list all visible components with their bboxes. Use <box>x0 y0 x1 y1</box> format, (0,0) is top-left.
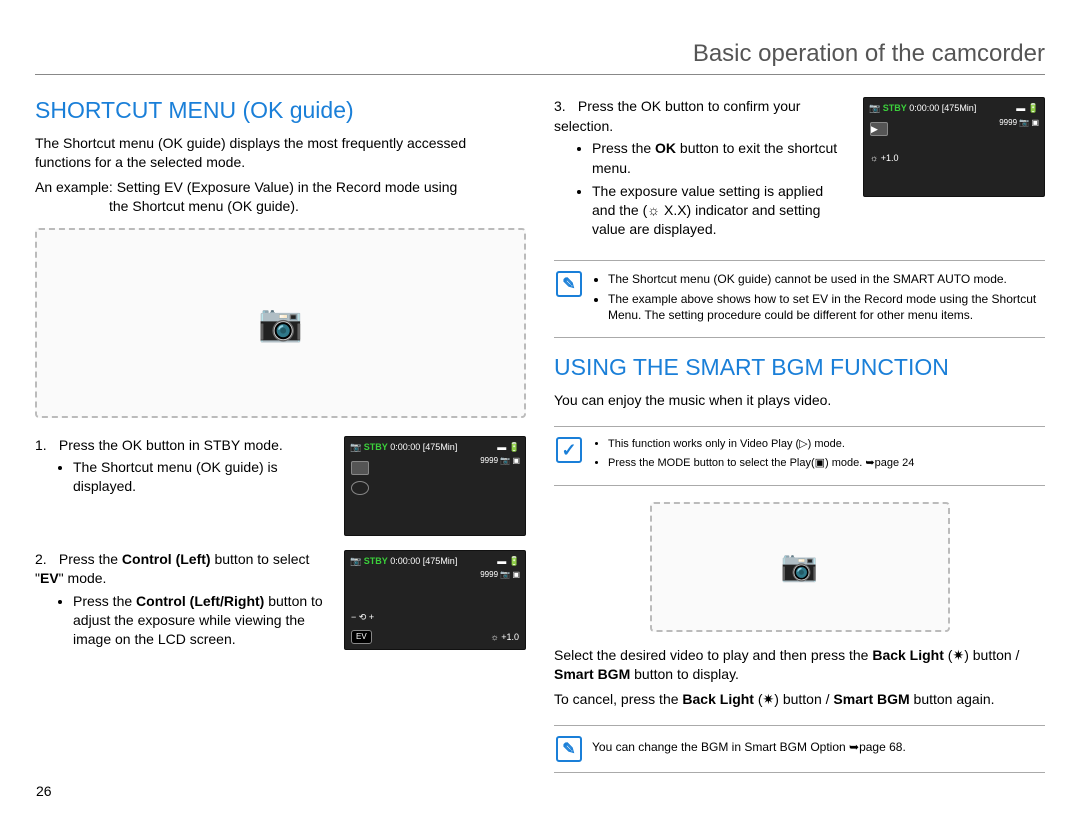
steps-list: 1. Press the OK button in STBY mode. The… <box>35 436 526 654</box>
steps-list-right: 3. Press the OK button to confirm your s… <box>554 97 1045 244</box>
note-pencil-icon <box>556 271 582 297</box>
step-1-num: 1. <box>35 436 55 456</box>
bgm-p1-pre: Select the desired video to play and the… <box>554 647 872 663</box>
lcd-icon-panel <box>351 461 369 475</box>
lcd-screen-2: 📷 STBY 0:00:00 [475Min] ▬ 🔋 9999 📷 ▣ − ⟲… <box>344 550 526 650</box>
right-column: 3. Press the OK button to confirm your s… <box>554 97 1045 789</box>
step-2-post2: " mode. <box>59 570 107 586</box>
lcd3-count: 9999 <box>999 118 1017 127</box>
note-1-list: The Shortcut menu (OK guide) cannot be u… <box>592 271 1043 328</box>
bgm-para-1: Select the desired video to play and the… <box>554 646 1045 684</box>
bgm-p1-post: (✷) button / <box>944 647 1020 663</box>
step-1-text: Press the OK button in STBY mode. <box>59 437 283 453</box>
lcd2-plus: + <box>369 612 374 622</box>
example-indented: the Shortcut menu (OK guide). <box>35 197 526 216</box>
bgm-para-2: To cancel, press the Back Light (✷) butt… <box>554 690 1045 709</box>
example-text: An example: Setting EV (Exposure Value) … <box>35 178 526 216</box>
lcd3-remain: [475Min] <box>942 103 977 113</box>
step-3-num: 3. <box>554 97 574 117</box>
step-3-text: Press the OK button to confirm your sele… <box>554 98 800 134</box>
lcd2-stby: STBY <box>364 556 388 566</box>
lcd-screen-3: 📷 STBY 0:00:00 [475Min] ▬ 🔋 9999 📷 ▣ ▶ ☼… <box>863 97 1045 197</box>
bgm-p2-post: button again. <box>910 691 995 707</box>
page-header: Basic operation of the camcorder <box>35 40 1045 75</box>
note-box-1: The Shortcut menu (OK guide) cannot be u… <box>554 260 1045 339</box>
lcd1-remain: [475Min] <box>423 442 458 452</box>
content-columns: SHORTCUT MENU (OK guide) The Shortcut me… <box>35 97 1045 789</box>
note-1-item-2: The example above shows how to set EV in… <box>608 291 1043 323</box>
step-3-b1-pre: Press the <box>592 140 655 156</box>
camcorder-small-illustration: 📷 <box>650 502 950 632</box>
step-2-bullet-bold: Control (Left/Right) <box>136 593 264 609</box>
bgm-p2-bold: Back Light <box>682 691 754 707</box>
step-1-bullet: The Shortcut menu (OK guide) is displaye… <box>73 458 330 497</box>
step-3-bullet-1: Press the OK button to exit the shortcut… <box>592 139 849 178</box>
lcd2-minus: − <box>351 612 356 622</box>
step-3-b1-bold: OK <box>655 140 676 156</box>
bgm-title: USING THE SMART BGM FUNCTION <box>554 354 1045 381</box>
step-2-pre: Press the <box>59 551 122 567</box>
bgm-p2-pre: To cancel, press the <box>554 691 682 707</box>
note-box-3: You can change the BGM in Smart BGM Opti… <box>554 725 1045 773</box>
camcorder-illustration: 📷 <box>35 228 526 418</box>
note-box-2: This function works only in Video Play (… <box>554 426 1045 486</box>
lcd3-stby: STBY <box>883 103 907 113</box>
note-2-item-1: This function works only in Video Play (… <box>608 437 914 452</box>
lcd1-time: 0:00:00 <box>390 442 420 452</box>
bgm-p1-post2: button to display. <box>630 666 739 682</box>
step-2: 2. Press the Control (Left) button to se… <box>35 550 526 654</box>
note-2-list: This function works only in Video Play (… <box>592 437 914 475</box>
step-2-bold2: EV <box>40 570 59 586</box>
note-2-item-2: Press the MODE button to select the Play… <box>608 456 914 471</box>
lcd1-count: 9999 <box>480 456 498 465</box>
lcd3-time: 0:00:00 <box>909 103 939 113</box>
note-3-text: You can change the BGM in Smart BGM Opti… <box>592 736 906 762</box>
lcd2-time: 0:00:00 <box>390 556 420 566</box>
lcd2-ev-val: ☼ +1.0 <box>490 631 519 644</box>
step-2-bold1: Control (Left) <box>122 551 211 567</box>
intro-text: The Shortcut menu (OK guide) displays th… <box>35 134 526 172</box>
lcd2-remain: [475Min] <box>423 556 458 566</box>
step-3-bullet-2: The exposure value setting is applied an… <box>592 182 849 240</box>
lcd3-ev-val: ☼ +1.0 <box>870 152 899 165</box>
note-pencil-icon-2 <box>556 736 582 762</box>
bgm-p1-bold: Back Light <box>872 647 944 663</box>
lcd2-count: 9999 <box>480 570 498 579</box>
bgm-p1-bold2: Smart BGM <box>554 666 630 682</box>
step-2-num: 2. <box>35 550 55 570</box>
shortcut-menu-title: SHORTCUT MENU (OK guide) <box>35 97 526 124</box>
bgm-intro: You can enjoy the music when it plays vi… <box>554 391 1045 410</box>
page-number: 26 <box>36 783 52 799</box>
lcd-screen-1: 📷 STBY 0:00:00 [475Min] ▬ 🔋 9999 📷 ▣ <box>344 436 526 536</box>
bgm-p2-mid: (✷) button / <box>754 691 833 707</box>
lcd2-ev: EV <box>351 630 372 643</box>
note-1-item-1: The Shortcut menu (OK guide) cannot be u… <box>608 271 1043 287</box>
lcd1-stby: STBY <box>364 442 388 452</box>
bgm-p2-bold2: Smart BGM <box>833 691 909 707</box>
step-2-bullet: Press the Control (Left/Right) button to… <box>73 592 330 650</box>
note-check-icon <box>556 437 582 463</box>
lcd3-icon-panel: ▶ <box>870 122 888 136</box>
step-1: 1. Press the OK button in STBY mode. The… <box>35 436 526 536</box>
example-pre: An example: Setting EV (Exposure Value) … <box>35 179 457 195</box>
step-3: 3. Press the OK button to confirm your s… <box>554 97 1045 244</box>
lcd-icon-nav <box>351 481 369 495</box>
left-column: SHORTCUT MENU (OK guide) The Shortcut me… <box>35 97 526 789</box>
step-2-bullet-pre: Press the <box>73 593 136 609</box>
